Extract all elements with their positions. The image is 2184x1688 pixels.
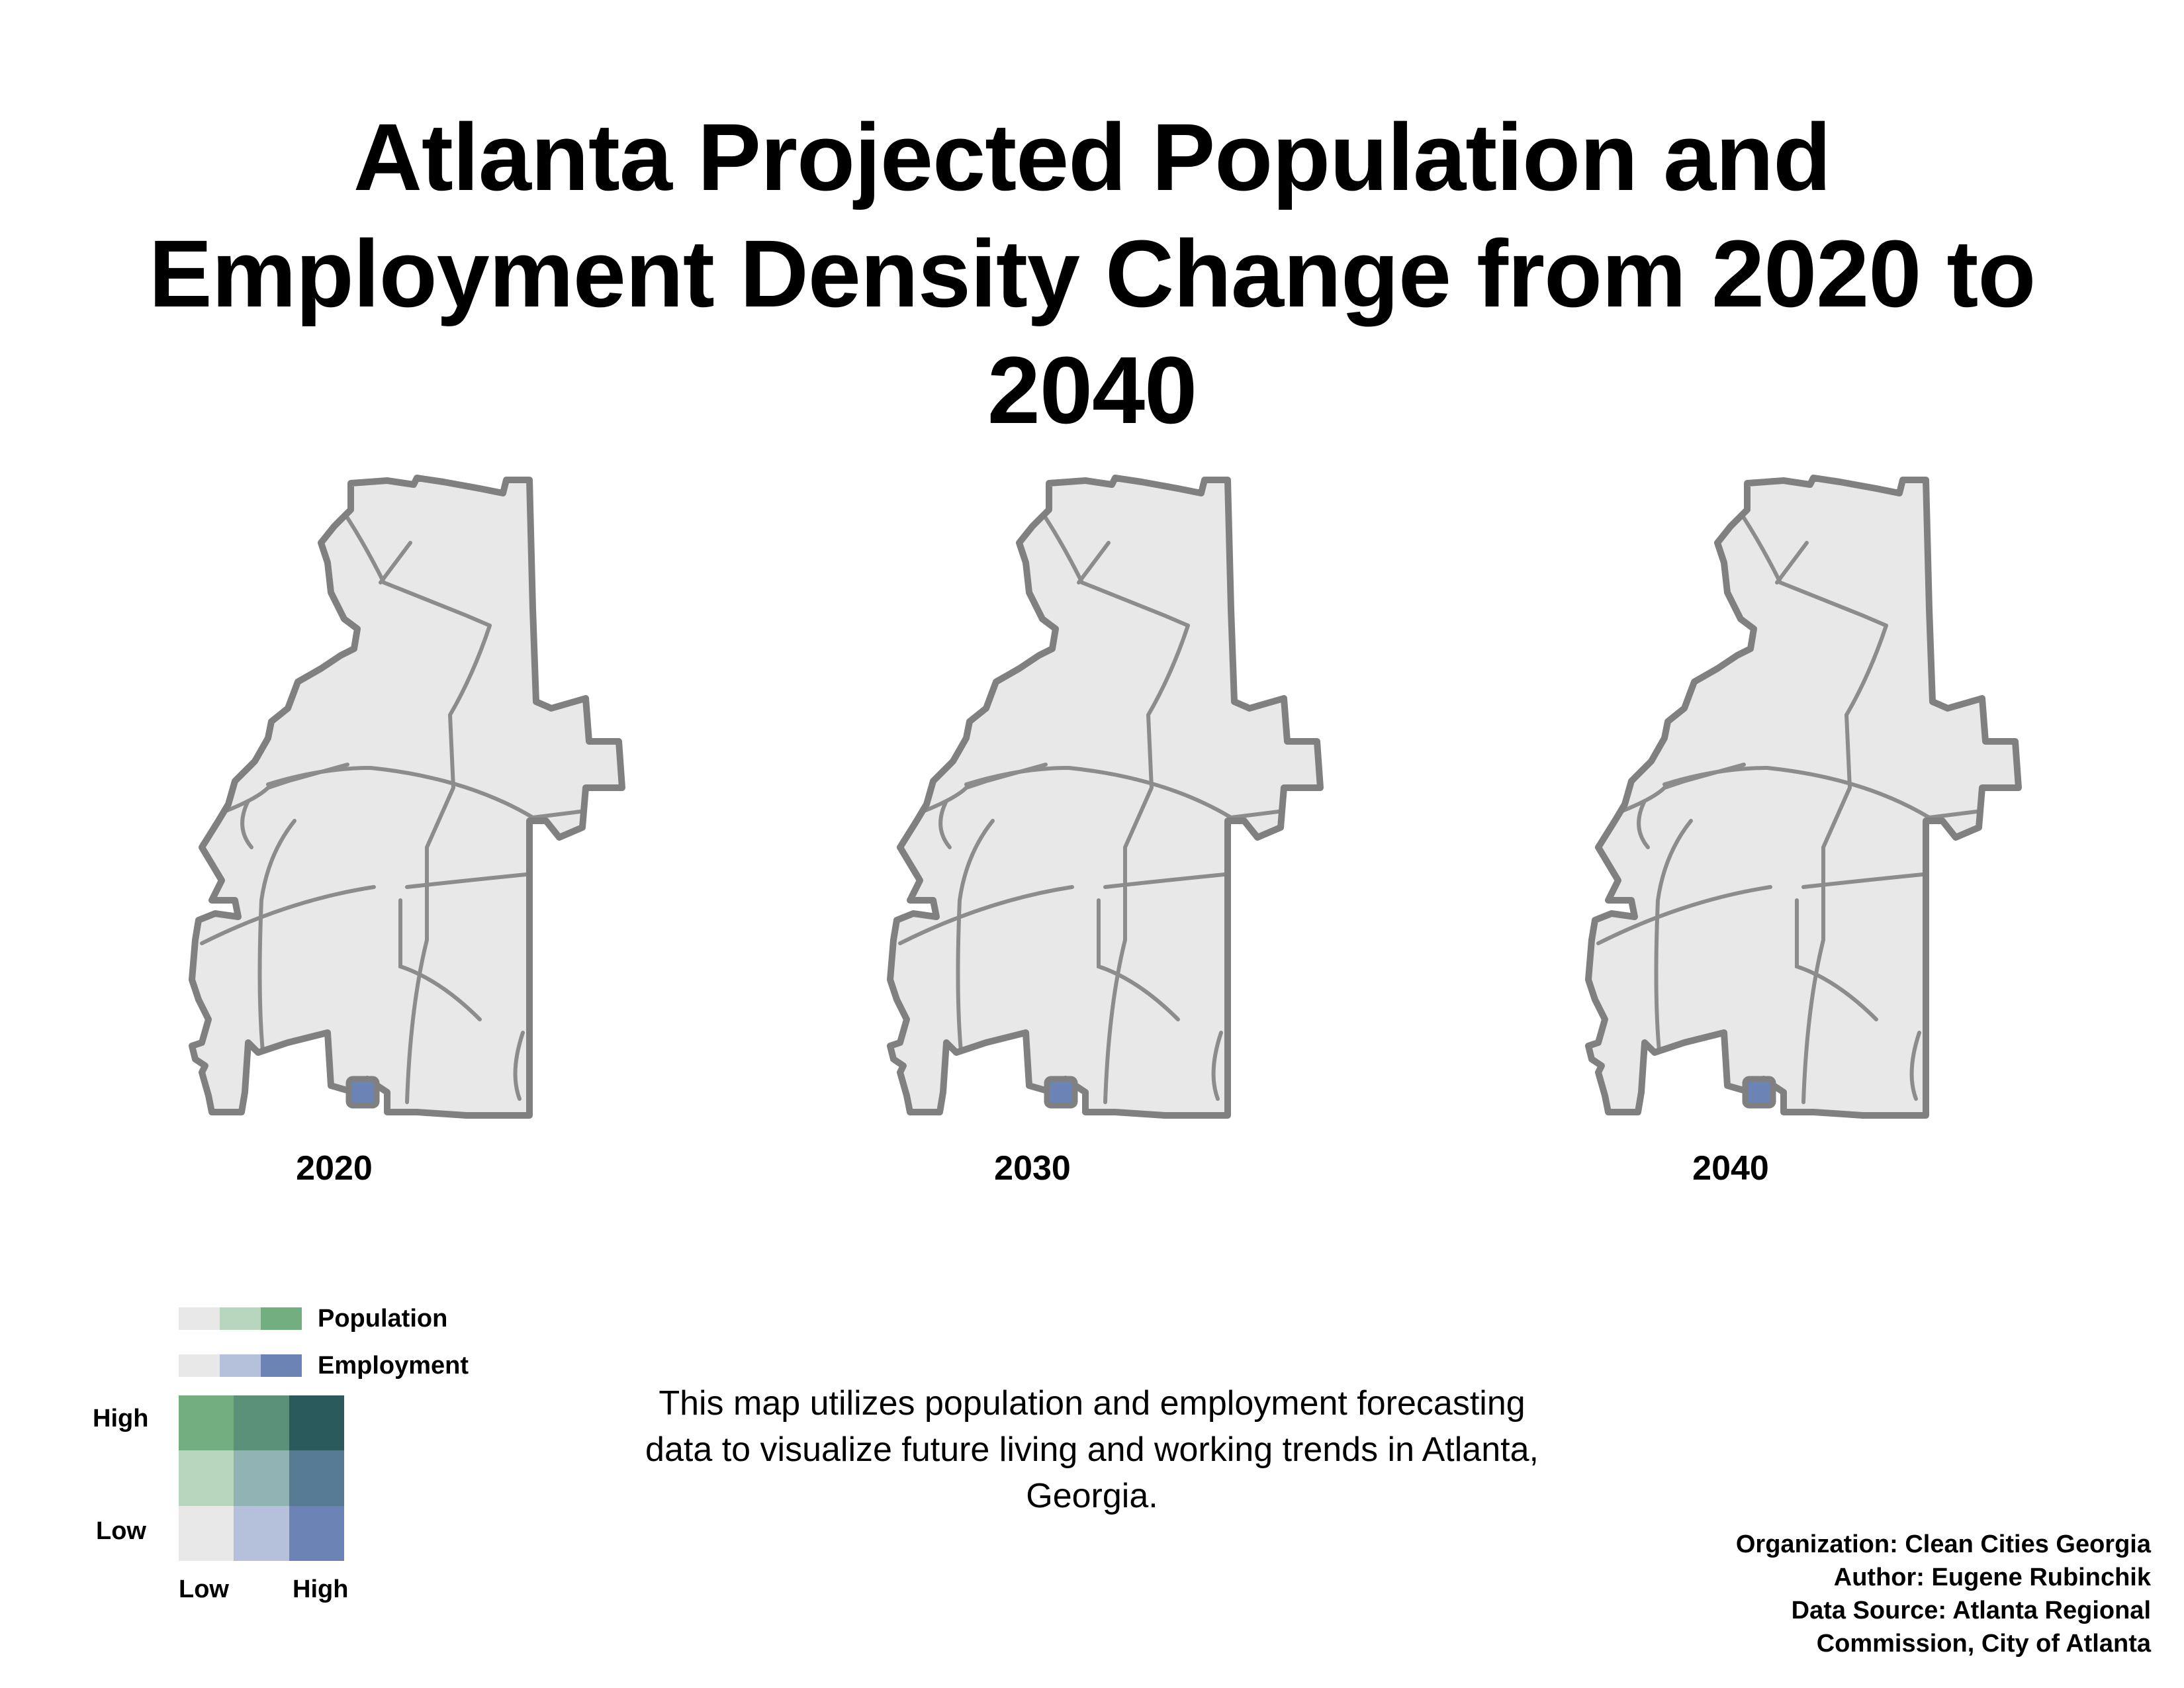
credit-source-1: Data Source: Atlanta Regional (1791, 1597, 2151, 1624)
bivariate-cell-2-0 (179, 1505, 234, 1561)
highway-line (405, 872, 535, 889)
map-2030 (754, 475, 1456, 1125)
employment-legend-label: Employment (318, 1351, 469, 1380)
population-legend: Population (179, 1304, 448, 1333)
legend-x-low: Low (179, 1575, 229, 1603)
atlanta-map-svg (1585, 475, 2022, 1119)
highway-line (1801, 872, 1931, 889)
highway-line (1596, 885, 1772, 945)
highway-line (1211, 1031, 1223, 1101)
highway-line (938, 799, 952, 849)
legend-y-low: Low (96, 1517, 146, 1545)
highway-line (1097, 898, 1180, 1021)
highway-line (1909, 1031, 1921, 1101)
bivariate-legend-grid (179, 1395, 344, 1561)
employment-legend: Employment (179, 1351, 469, 1380)
bivariate-cell-2-1 (234, 1505, 289, 1561)
highway-line (1795, 898, 1878, 1021)
population-legend-label: Population (318, 1304, 448, 1333)
title-line-2: Employment Density Change from 2020 to (148, 220, 2036, 327)
title-line-3: 2040 (987, 337, 1197, 444)
population-swatch-low (179, 1307, 220, 1330)
detached-parcel (1742, 1076, 1776, 1109)
description-line-1: This map utilizes population and employm… (659, 1384, 1525, 1423)
city-base-area (192, 478, 622, 1115)
bivariate-cell-2-2 (289, 1505, 344, 1561)
map-year-label-2040: 2040 (1692, 1149, 1769, 1188)
highway-line (398, 898, 482, 1021)
city-base-area (890, 478, 1320, 1115)
highway-line (200, 885, 376, 945)
title-line-1: Atlanta Projected Population and (353, 104, 1831, 211)
atlanta-map-svg (189, 475, 625, 1119)
highway-line (898, 885, 1074, 945)
map-description: This map utilizes population and employm… (582, 1380, 1602, 1519)
credit-organization: Organization: Clean Cities Georgia (1735, 1530, 2151, 1558)
bivariate-cell-1-1 (234, 1450, 289, 1506)
atlanta-map-svg (887, 475, 1324, 1119)
bivariate-cell-1-2 (289, 1450, 344, 1506)
city-base-area (1588, 478, 2019, 1115)
highway-line (405, 624, 492, 1104)
highway-line (1775, 541, 1809, 585)
legend-x-high: High (293, 1575, 349, 1603)
bivariate-cell-1-0 (179, 1450, 234, 1506)
population-swatch-mid (220, 1307, 261, 1330)
description-line-2: data to visualize future living and work… (645, 1430, 1539, 1469)
population-swatch-high (261, 1307, 302, 1330)
highway-line (1103, 624, 1190, 1104)
description-line-3: Georgia. (1026, 1477, 1158, 1515)
map-year-label-2030: 2030 (994, 1149, 1071, 1188)
bivariate-cell-0-2 (289, 1395, 344, 1451)
map-title: Atlanta Projected Population and Employm… (0, 99, 2184, 449)
city-boundary (189, 475, 625, 1119)
highway-line (513, 1031, 525, 1101)
bivariate-cell-0-1 (234, 1395, 289, 1451)
city-boundary (887, 475, 1324, 1119)
highway-line (1103, 872, 1233, 889)
legend-y-high: High (93, 1405, 149, 1432)
credits-block: Organization: Clean Cities Georgia Autho… (1555, 1528, 2151, 1660)
city-boundary (1585, 475, 2022, 1119)
highway-line (240, 799, 253, 849)
map-year-label-2020: 2020 (296, 1149, 373, 1188)
employment-swatch-low (179, 1354, 220, 1377)
highway-line (1077, 541, 1111, 585)
employment-swatch-high (261, 1354, 302, 1377)
bivariate-cell-0-0 (179, 1395, 234, 1451)
detached-parcel (1044, 1076, 1078, 1109)
credit-source-2: Commission, City of Atlanta (1816, 1630, 2151, 1658)
highway-line (379, 541, 412, 585)
map-2020 (56, 475, 758, 1125)
highway-line (1801, 624, 1888, 1104)
employment-swatch-mid (220, 1354, 261, 1377)
credit-author: Author: Eugene Rubinchik (1833, 1564, 2151, 1591)
detached-parcel (345, 1076, 380, 1109)
map-2040 (1453, 475, 2154, 1125)
highway-line (1637, 799, 1650, 849)
